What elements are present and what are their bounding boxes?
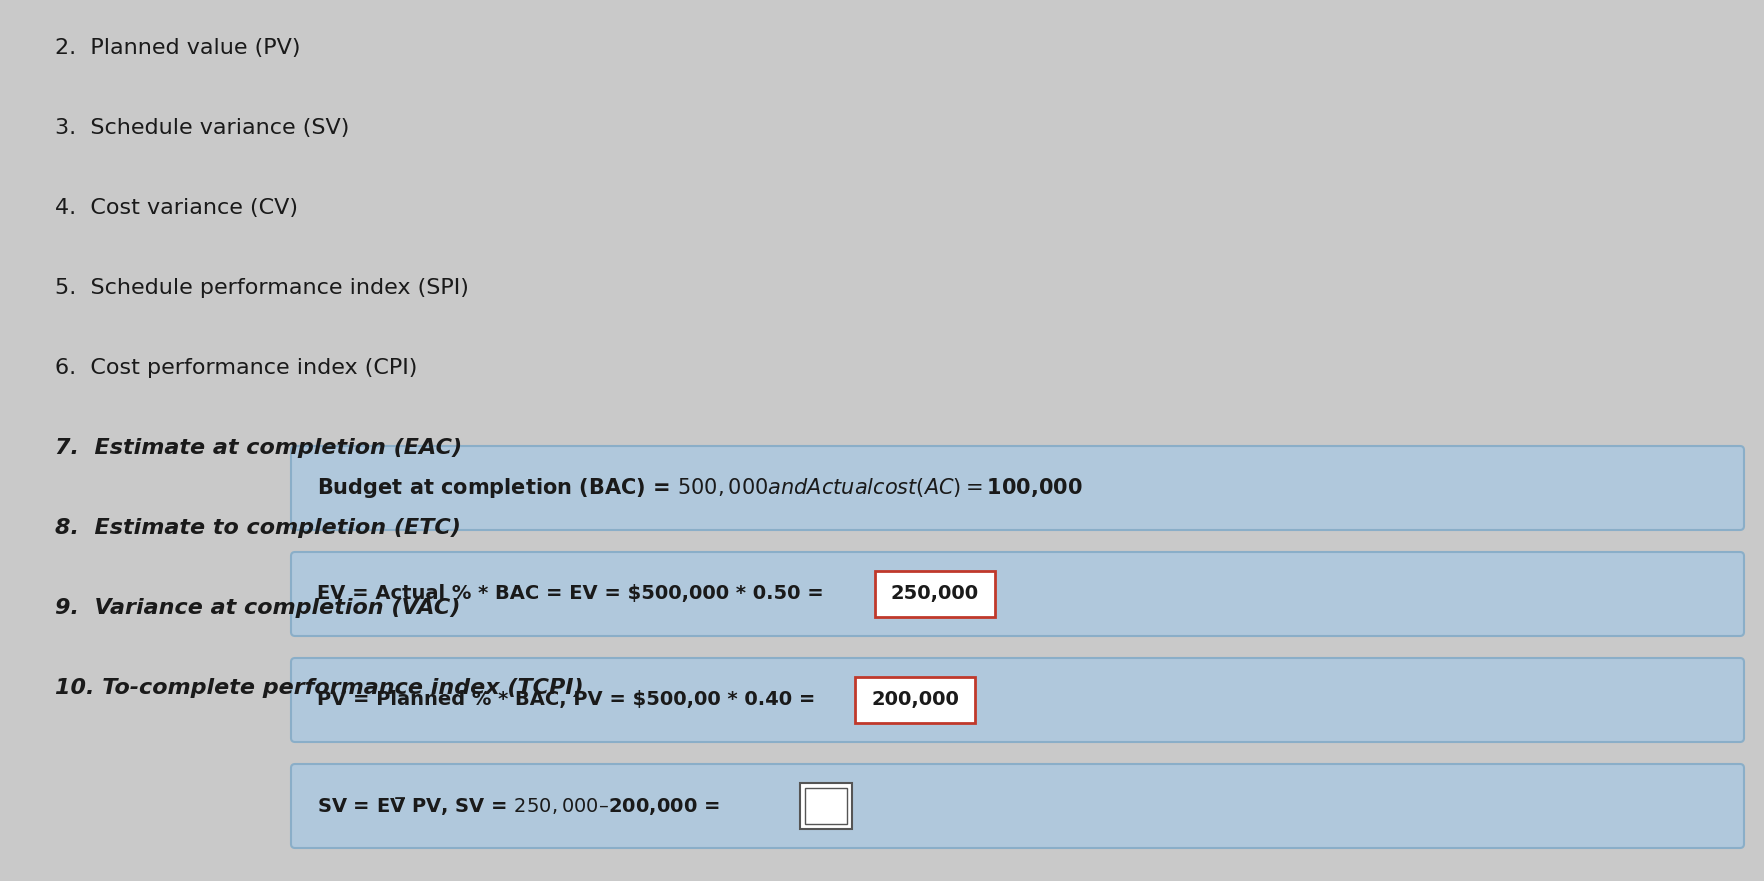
Text: 8.  Estimate to completion (ETC): 8. Estimate to completion (ETC): [55, 518, 460, 538]
Text: 10. To-complete performance index (TCPI): 10. To-complete performance index (TCPI): [55, 678, 584, 698]
Bar: [854, 677, 974, 723]
Text: 2.  Planned value (PV): 2. Planned value (PV): [55, 38, 300, 58]
Bar: [875, 571, 995, 617]
Text: 6.  Cost performance index (CPI): 6. Cost performance index (CPI): [55, 358, 416, 378]
FancyBboxPatch shape: [291, 764, 1743, 848]
FancyBboxPatch shape: [291, 658, 1743, 742]
Text: Budget at completion (BAC) = $500,000 and Actual cost (AC) = $100,000: Budget at completion (BAC) = $500,000 an…: [318, 476, 1081, 500]
Text: 4.  Cost variance (CV): 4. Cost variance (CV): [55, 198, 298, 218]
Text: 250,000: 250,000: [891, 584, 979, 603]
Text: EV = Actual % * BAC = EV = $500,000 * 0.50 =: EV = Actual % * BAC = EV = $500,000 * 0.…: [318, 584, 831, 603]
Bar: [804, 788, 847, 824]
Text: 3.  Schedule variance (SV): 3. Schedule variance (SV): [55, 118, 349, 138]
Text: 9.  Variance at completion (VAC): 9. Variance at completion (VAC): [55, 598, 460, 618]
Bar: [799, 783, 852, 829]
Text: 200,000: 200,000: [871, 691, 958, 709]
Text: 5.  Schedule performance index (SPI): 5. Schedule performance index (SPI): [55, 278, 469, 298]
FancyBboxPatch shape: [291, 552, 1743, 636]
Text: SV = EV̅ PV, SV = $250,000 – $200,000 =: SV = EV̅ PV, SV = $250,000 – $200,000 =: [318, 795, 721, 817]
Text: 7.  Estimate at completion (EAC): 7. Estimate at completion (EAC): [55, 438, 462, 458]
Text: PV = Planned % * BAC, PV = $500,00 * 0.40 =: PV = Planned % * BAC, PV = $500,00 * 0.4…: [318, 691, 822, 709]
FancyBboxPatch shape: [291, 446, 1743, 530]
